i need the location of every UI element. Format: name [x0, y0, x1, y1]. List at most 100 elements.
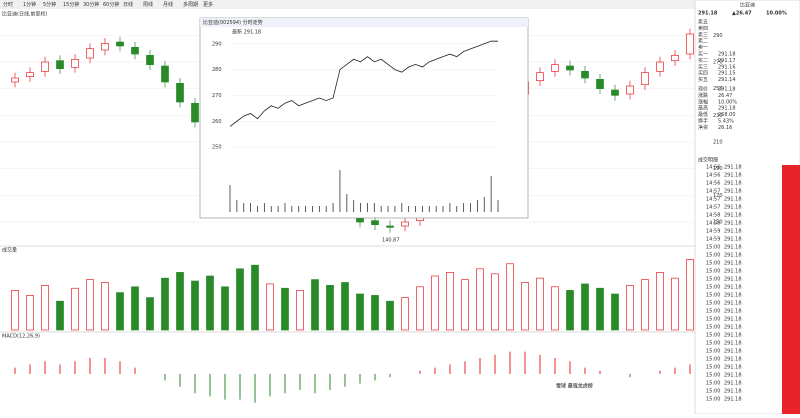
tick-time: 15:00: [706, 277, 720, 283]
volume-bar: [341, 282, 349, 331]
book-label: 买四: [698, 70, 708, 77]
tick-price: 291.18: [724, 309, 742, 315]
tick-price: 291.18: [724, 269, 742, 275]
y-tick-label: 210: [713, 140, 723, 146]
tick-price: 291.18: [724, 277, 742, 283]
tick-price: 291.18: [724, 237, 742, 243]
book-label: 卖二: [698, 39, 708, 45]
volume-bar: [236, 268, 244, 331]
tick-time: 15:00: [706, 373, 720, 379]
volume-bar: [101, 282, 109, 331]
tick-price: 291.18: [724, 165, 742, 171]
book-label: 卖三: [698, 32, 708, 38]
candle-body: [131, 46, 139, 55]
popup-y-tick: 260: [212, 119, 222, 125]
ticks-title: 成交明细: [698, 157, 718, 164]
volume-bar: [281, 287, 289, 331]
y-tick-label: 150: [713, 220, 723, 226]
volume-bar: [581, 283, 589, 331]
popup-titlebar: [200, 18, 528, 27]
candle-body: [56, 60, 64, 70]
volume-bar: [86, 279, 94, 331]
volume-bar: [656, 272, 664, 331]
candle-body: [671, 54, 679, 62]
toolbar-item[interactable]: 日线: [123, 1, 133, 8]
popup-y-tick: 280: [212, 67, 222, 73]
toolbar-item[interactable]: 60分钟: [103, 1, 119, 8]
stat-value: 26.16: [718, 125, 732, 131]
book-label: 买三: [698, 63, 708, 70]
candle-body: [116, 41, 124, 47]
toolbar-item[interactable]: 5分钟: [43, 1, 56, 8]
volume-bar: [191, 280, 199, 331]
tick-time: 15:00: [706, 389, 720, 395]
book-label: 卖四: [698, 26, 708, 32]
volume-bar: [686, 259, 694, 331]
stat-label: 最低: [698, 111, 708, 118]
popup-y-tick: 270: [212, 93, 222, 99]
stat-label: 最高: [698, 105, 708, 112]
candle-body: [401, 221, 409, 227]
toolbar-item[interactable]: 30分钟: [83, 1, 99, 8]
volume-bar: [11, 290, 19, 331]
candle-body: [371, 220, 379, 226]
toolbar-item[interactable]: 15分钟: [63, 1, 79, 8]
main-legend: 比亚迪(日线,前复权): [2, 11, 48, 18]
toolbar-item[interactable]: 更多: [203, 1, 213, 8]
volume-bar: [566, 290, 574, 331]
tick-time: 15:00: [706, 341, 720, 347]
watermark: 雪球 最强龙虎榜: [556, 383, 593, 390]
toolbar-item[interactable]: 1分钟: [23, 1, 36, 8]
tick-time: 14:58: [706, 213, 720, 219]
pct: 10.00%: [766, 11, 787, 17]
toolbar: [0, 0, 800, 9]
candle-body: [641, 72, 649, 86]
change: ▲26.47: [732, 11, 752, 17]
volume-bar: [176, 272, 184, 331]
toolbar-item[interactable]: 月线: [163, 1, 173, 8]
tick-time: 15:00: [706, 397, 720, 403]
volume-bar: [41, 285, 49, 331]
tick-time: 15:00: [706, 293, 720, 299]
tick-price: 291.18: [724, 197, 742, 203]
tick-time: 15:00: [706, 357, 720, 363]
toolbar-item[interactable]: 周线: [143, 1, 153, 8]
tick-price: 291.18: [724, 341, 742, 347]
candle-body: [611, 89, 619, 96]
stat-value: 268.00: [718, 112, 736, 118]
tick-time: 15:00: [706, 317, 720, 323]
toolbar-item[interactable]: 多周期: [183, 1, 198, 8]
volume-bar: [356, 293, 364, 331]
tick-time: 15:00: [706, 333, 720, 339]
intraday-line: [229, 40, 498, 127]
volume-bar: [311, 279, 319, 331]
tick-price: 291.18: [724, 293, 742, 299]
candle-body: [71, 58, 79, 68]
book-price: 291.16: [718, 64, 736, 70]
book-label: 买五: [698, 76, 708, 83]
volume-bar: [506, 263, 514, 331]
stat-value: 291.18: [718, 87, 736, 93]
volume-bar: [551, 286, 559, 331]
tick-time: 14:58: [706, 221, 720, 227]
candle-body: [581, 70, 589, 79]
stat-label: 换手: [698, 118, 708, 125]
tick-price: 291.18: [724, 189, 742, 195]
candle-body: [176, 82, 184, 103]
tick-price: 291.18: [724, 221, 742, 227]
volume-bar: [461, 279, 469, 331]
stat-label: 涨幅: [698, 98, 708, 105]
volume-bar: [476, 268, 484, 331]
toolbar-item[interactable]: 分时: [3, 1, 13, 8]
volume-bar: [296, 290, 304, 331]
book-price: 291.17: [718, 58, 736, 64]
tick-time: 15:00: [706, 269, 720, 275]
volume-bar: [521, 282, 529, 331]
volume-bar: [131, 286, 139, 331]
volume-bar: [611, 293, 619, 331]
tick-price: 291.18: [724, 389, 742, 395]
volume-bar: [221, 286, 229, 331]
book-price: 291.15: [718, 71, 736, 77]
book-price: 291.18: [718, 52, 736, 58]
candle-body: [551, 64, 559, 72]
